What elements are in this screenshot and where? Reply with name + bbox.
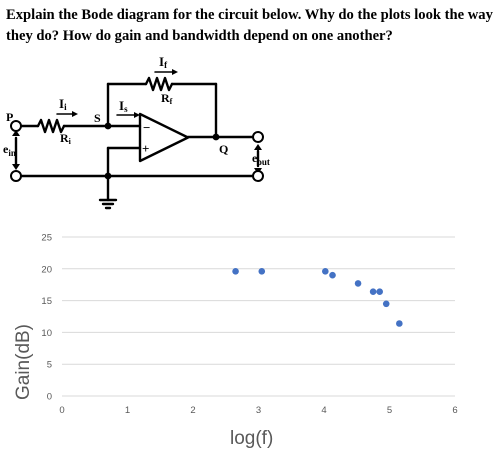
x-tick-label: 1: [125, 405, 130, 416]
y-tick-label: 20: [41, 264, 52, 275]
op-amp-circuit-diagram: If Rf Ii Ri Is P S Q ein eout − +: [3, 54, 270, 210]
ein-label: e: [3, 142, 9, 156]
y-tick-label: 10: [41, 328, 52, 339]
resistor-ri: [36, 118, 66, 134]
resistor-rf: [144, 76, 174, 92]
data-point: [329, 271, 336, 279]
ri-label: R: [60, 131, 69, 145]
is-label: I: [119, 98, 124, 113]
y-tick-label: 15: [41, 296, 52, 307]
node-q-label: Q: [219, 142, 228, 156]
question-text: Explain the Bode diagram for the circuit…: [6, 7, 493, 44]
data-point: [382, 300, 390, 308]
x-tick-labels: 0 1 2 3 4 5 6: [59, 405, 457, 416]
op-amp-symbol: [138, 112, 190, 163]
data-point: [258, 268, 266, 275]
if-label: I: [159, 54, 164, 69]
data-point: [354, 280, 362, 287]
y-tick-label: 0: [47, 392, 52, 403]
inverting-input-sign: −: [143, 120, 150, 135]
data-point: [376, 288, 383, 295]
y-tick-labels: 0 5 10 15 20 25: [41, 233, 52, 403]
x-axis-label: log(f): [230, 428, 273, 449]
ii-label: I: [59, 96, 64, 111]
svg-text:eout: eout: [252, 151, 270, 167]
x-tick-label: 3: [256, 405, 261, 416]
data-points: [232, 268, 403, 327]
x-tick-label: 0: [59, 405, 64, 416]
data-point: [369, 288, 377, 295]
eout-label: e: [252, 151, 258, 165]
gridlines: [62, 236, 455, 397]
node-p-label: P: [6, 110, 13, 124]
svg-text:Is: Is: [119, 98, 128, 114]
data-point: [322, 268, 329, 275]
y-tick-label: 5: [47, 360, 52, 371]
noninverting-input-sign: +: [142, 141, 149, 156]
node-s-label: S: [94, 111, 101, 125]
x-tick-label: 4: [321, 405, 326, 416]
data-point: [232, 268, 239, 275]
data-point: [396, 320, 403, 327]
svg-text:ein: ein: [3, 142, 16, 158]
y-tick-label: 25: [41, 233, 52, 244]
svg-text:Ri: Ri: [60, 131, 72, 146]
x-tick-label: 2: [190, 405, 195, 416]
svg-text:Ii: Ii: [59, 96, 67, 112]
x-tick-label: 5: [387, 405, 392, 416]
svg-text:If: If: [159, 54, 168, 70]
x-tick-label: 6: [452, 405, 457, 416]
svg-text:Rf: Rf: [161, 91, 173, 106]
bode-gain-chart: 0 5 10 15 20 25 0 1 2 3 4 5 6 log(f) Gain(dB): [13, 233, 458, 450]
rf-label: R: [161, 91, 170, 105]
y-axis-label: Gain(dB): [13, 324, 34, 400]
